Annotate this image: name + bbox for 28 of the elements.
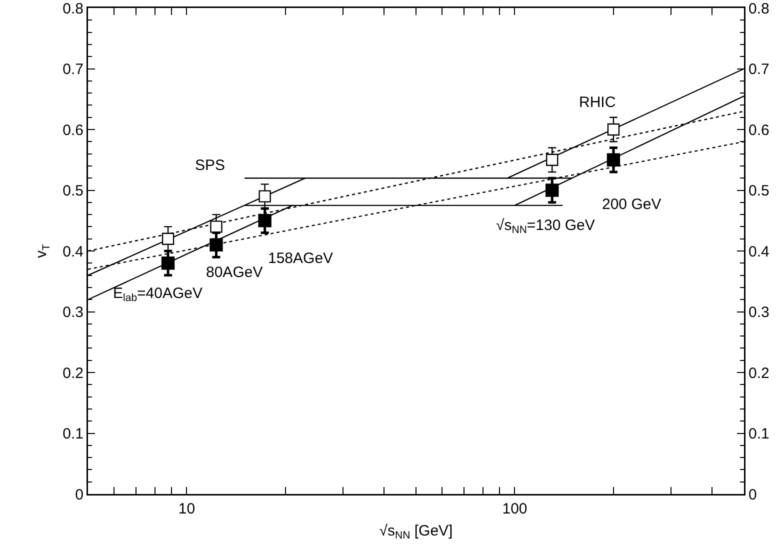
y2-tick-label: 0.6: [748, 122, 770, 139]
y-tick-label: 0.2: [62, 364, 84, 382]
y-tick-label: 0.7: [62, 61, 84, 78]
y2-tick-label: 0.7: [748, 61, 770, 78]
x-axis-title: √s$_{NN}$ [GeV]: [379, 522, 453, 542]
annotation: 200 GeV: [602, 196, 662, 213]
y2-tick-label: 0.2: [748, 364, 770, 382]
annotation: SPS: [195, 157, 226, 174]
y-tick-label: 0.3: [62, 304, 84, 321]
x-tick-label: 10: [178, 500, 196, 518]
y-tick-label: 0.1: [62, 426, 84, 442]
annotation: 158AGeV: [268, 250, 334, 267]
y2-tick-label: 0.5: [748, 182, 770, 200]
y2-tick-label: 0.1: [748, 426, 770, 442]
annotation: √s$_{NN}$=130 GeV: [496, 217, 595, 236]
y-tick-label: 0: [75, 486, 84, 504]
y2-tick-label: 0.4: [748, 243, 770, 260]
annotation: 80AGeV: [206, 264, 263, 281]
y-tick-label: 0.8: [62, 0, 84, 18]
y-tick-label: 0.4: [62, 243, 84, 260]
annotation: RHIC: [579, 94, 616, 111]
x-tick-label: 100: [502, 500, 528, 518]
y2-tick-label: 0.8: [748, 0, 770, 18]
y-tick-label: 0.5: [62, 182, 84, 200]
annotation: E$_{lab}$=40AGeV: [113, 285, 202, 304]
y2-tick-label: 0.3: [748, 304, 770, 321]
y2-tick-label: 0: [748, 486, 757, 504]
y-tick-label: 0.6: [62, 122, 84, 139]
